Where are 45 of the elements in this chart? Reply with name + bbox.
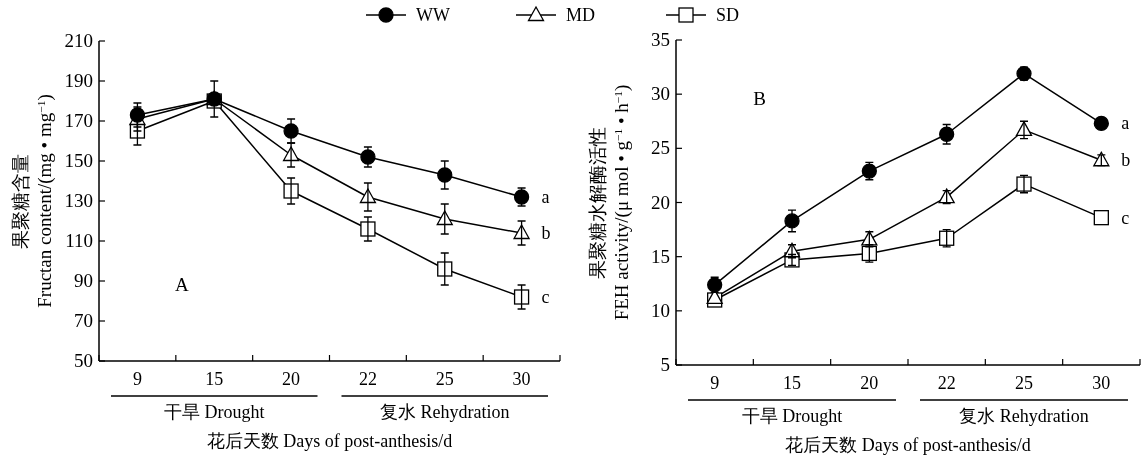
y-tick-label: 110 — [65, 230, 93, 251]
annotation: A — [175, 273, 190, 295]
x-tick-label: 22 — [358, 369, 377, 389]
y-tick-label: 190 — [64, 70, 93, 91]
x-axis-title: 花后天数 Days of post-anthesis/d — [785, 435, 1031, 455]
x-tick-label: 30 — [1092, 373, 1111, 393]
annotation: a — [541, 187, 550, 207]
x-tick-label: 25 — [435, 369, 454, 389]
text: 干旱 Drought — [741, 406, 843, 426]
x-tick-label: 20 — [282, 369, 301, 389]
y-tick-label: 30 — [651, 83, 670, 105]
x-tick-label: 15 — [783, 373, 801, 393]
y-tick-label: 130 — [64, 190, 93, 211]
x-tick-label: 30 — [512, 369, 531, 389]
y-tick-label: 20 — [651, 191, 670, 213]
annotation: c — [541, 287, 550, 307]
annotation: b — [541, 223, 551, 243]
y-tick-label: 90 — [74, 270, 93, 291]
y-tick-label: 150 — [64, 150, 93, 171]
legend-label: MD — [566, 5, 596, 25]
y-tick-label: 210 — [64, 30, 93, 51]
y-tick-label: 170 — [64, 110, 93, 131]
y-tick-label: 50 — [74, 350, 93, 371]
x-tick-label: 9 — [710, 373, 720, 393]
annotation: a — [1121, 113, 1130, 134]
y-tick-label: 35 — [651, 29, 670, 50]
y-tick-label: 25 — [651, 137, 670, 159]
x-axis-title: 花后天数 Days of post-anthesis/d — [206, 431, 453, 451]
text: 复水 Rehydration — [380, 402, 510, 422]
annotation: c — [1121, 207, 1130, 228]
annotation: B — [753, 88, 766, 109]
annotation: b — [1121, 150, 1131, 171]
legend-label: WW — [416, 5, 450, 25]
x-tick-label: 25 — [1015, 373, 1033, 393]
y-tick-label: 10 — [651, 299, 670, 321]
legend-label: SD — [716, 5, 740, 25]
y-tick-label: 15 — [651, 245, 670, 267]
text: 干旱 Drought — [164, 402, 265, 422]
x-tick-label: 22 — [937, 373, 956, 393]
y-tick-label: 70 — [74, 310, 93, 331]
x-tick-label: 20 — [860, 373, 879, 393]
text: 复水 Rehydration — [959, 406, 1089, 426]
x-tick-label: 15 — [205, 369, 224, 389]
x-tick-label: 9 — [132, 369, 142, 389]
y-tick-label: 5 — [660, 354, 670, 375]
